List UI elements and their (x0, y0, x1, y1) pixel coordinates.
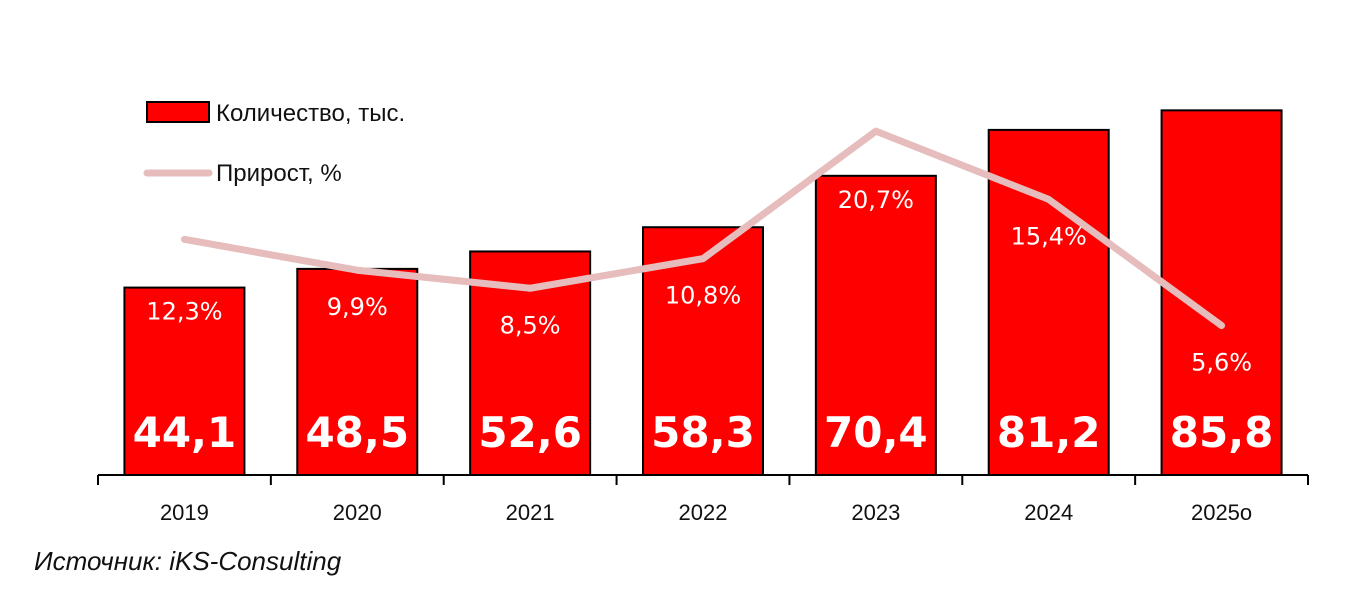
growth-value-label: 12,3% (146, 298, 222, 326)
growth-value-label: 10,8% (665, 282, 741, 310)
x-tick-label: 2021 (506, 500, 555, 525)
growth-value-label: 9,9% (327, 293, 388, 321)
x-tick-label: 2024 (1024, 500, 1073, 525)
bar-2023 (814, 174, 937, 477)
x-axis: 2019 2020 2021 2022 2023 2024 2025о (97, 474, 1309, 525)
legend-label-line: Прирост, % (216, 160, 342, 187)
legend-label-bars: Количество, тыс. (216, 100, 405, 127)
bar-value-label: 58,3 (651, 408, 755, 457)
bars (123, 109, 1283, 477)
legend-bar-swatch (146, 101, 210, 123)
growth-value-label: 15,4% (1011, 222, 1087, 250)
bar-2024 (987, 128, 1110, 476)
bar-2022 (642, 226, 764, 476)
bar-2020 (296, 267, 419, 476)
growth-value-label: 8,5% (500, 311, 561, 339)
bar-value-label: 52,6 (478, 408, 582, 457)
bar-value-label: 81,2 (997, 408, 1101, 457)
bar-value-label: 48,5 (305, 408, 409, 457)
x-tick-label: 2019 (160, 500, 209, 525)
bar-value-label: 85,8 (1170, 408, 1274, 457)
growth-value-label: 5,6% (1191, 349, 1252, 377)
data-labels: 44,1 48,5 52,6 58,3 70,4 81,2 85,8 12,3% 9,9% 8,5… (133, 186, 1274, 457)
x-tick-label: 2025о (1191, 500, 1252, 525)
bar-value-label: 44,1 (133, 408, 237, 457)
growth-line (180, 127, 1226, 330)
bar-value-label: 70,4 (824, 408, 928, 457)
growth-value-label: 20,7% (838, 186, 914, 214)
source-note: Источник: iKS-Consulting (34, 546, 342, 576)
legend: Количество, тыс. Прирост, % (143, 100, 405, 187)
x-tick-label: 2022 (679, 500, 728, 525)
x-tick-label: 2020 (333, 500, 382, 525)
x-tick-label: 2023 (851, 500, 900, 525)
